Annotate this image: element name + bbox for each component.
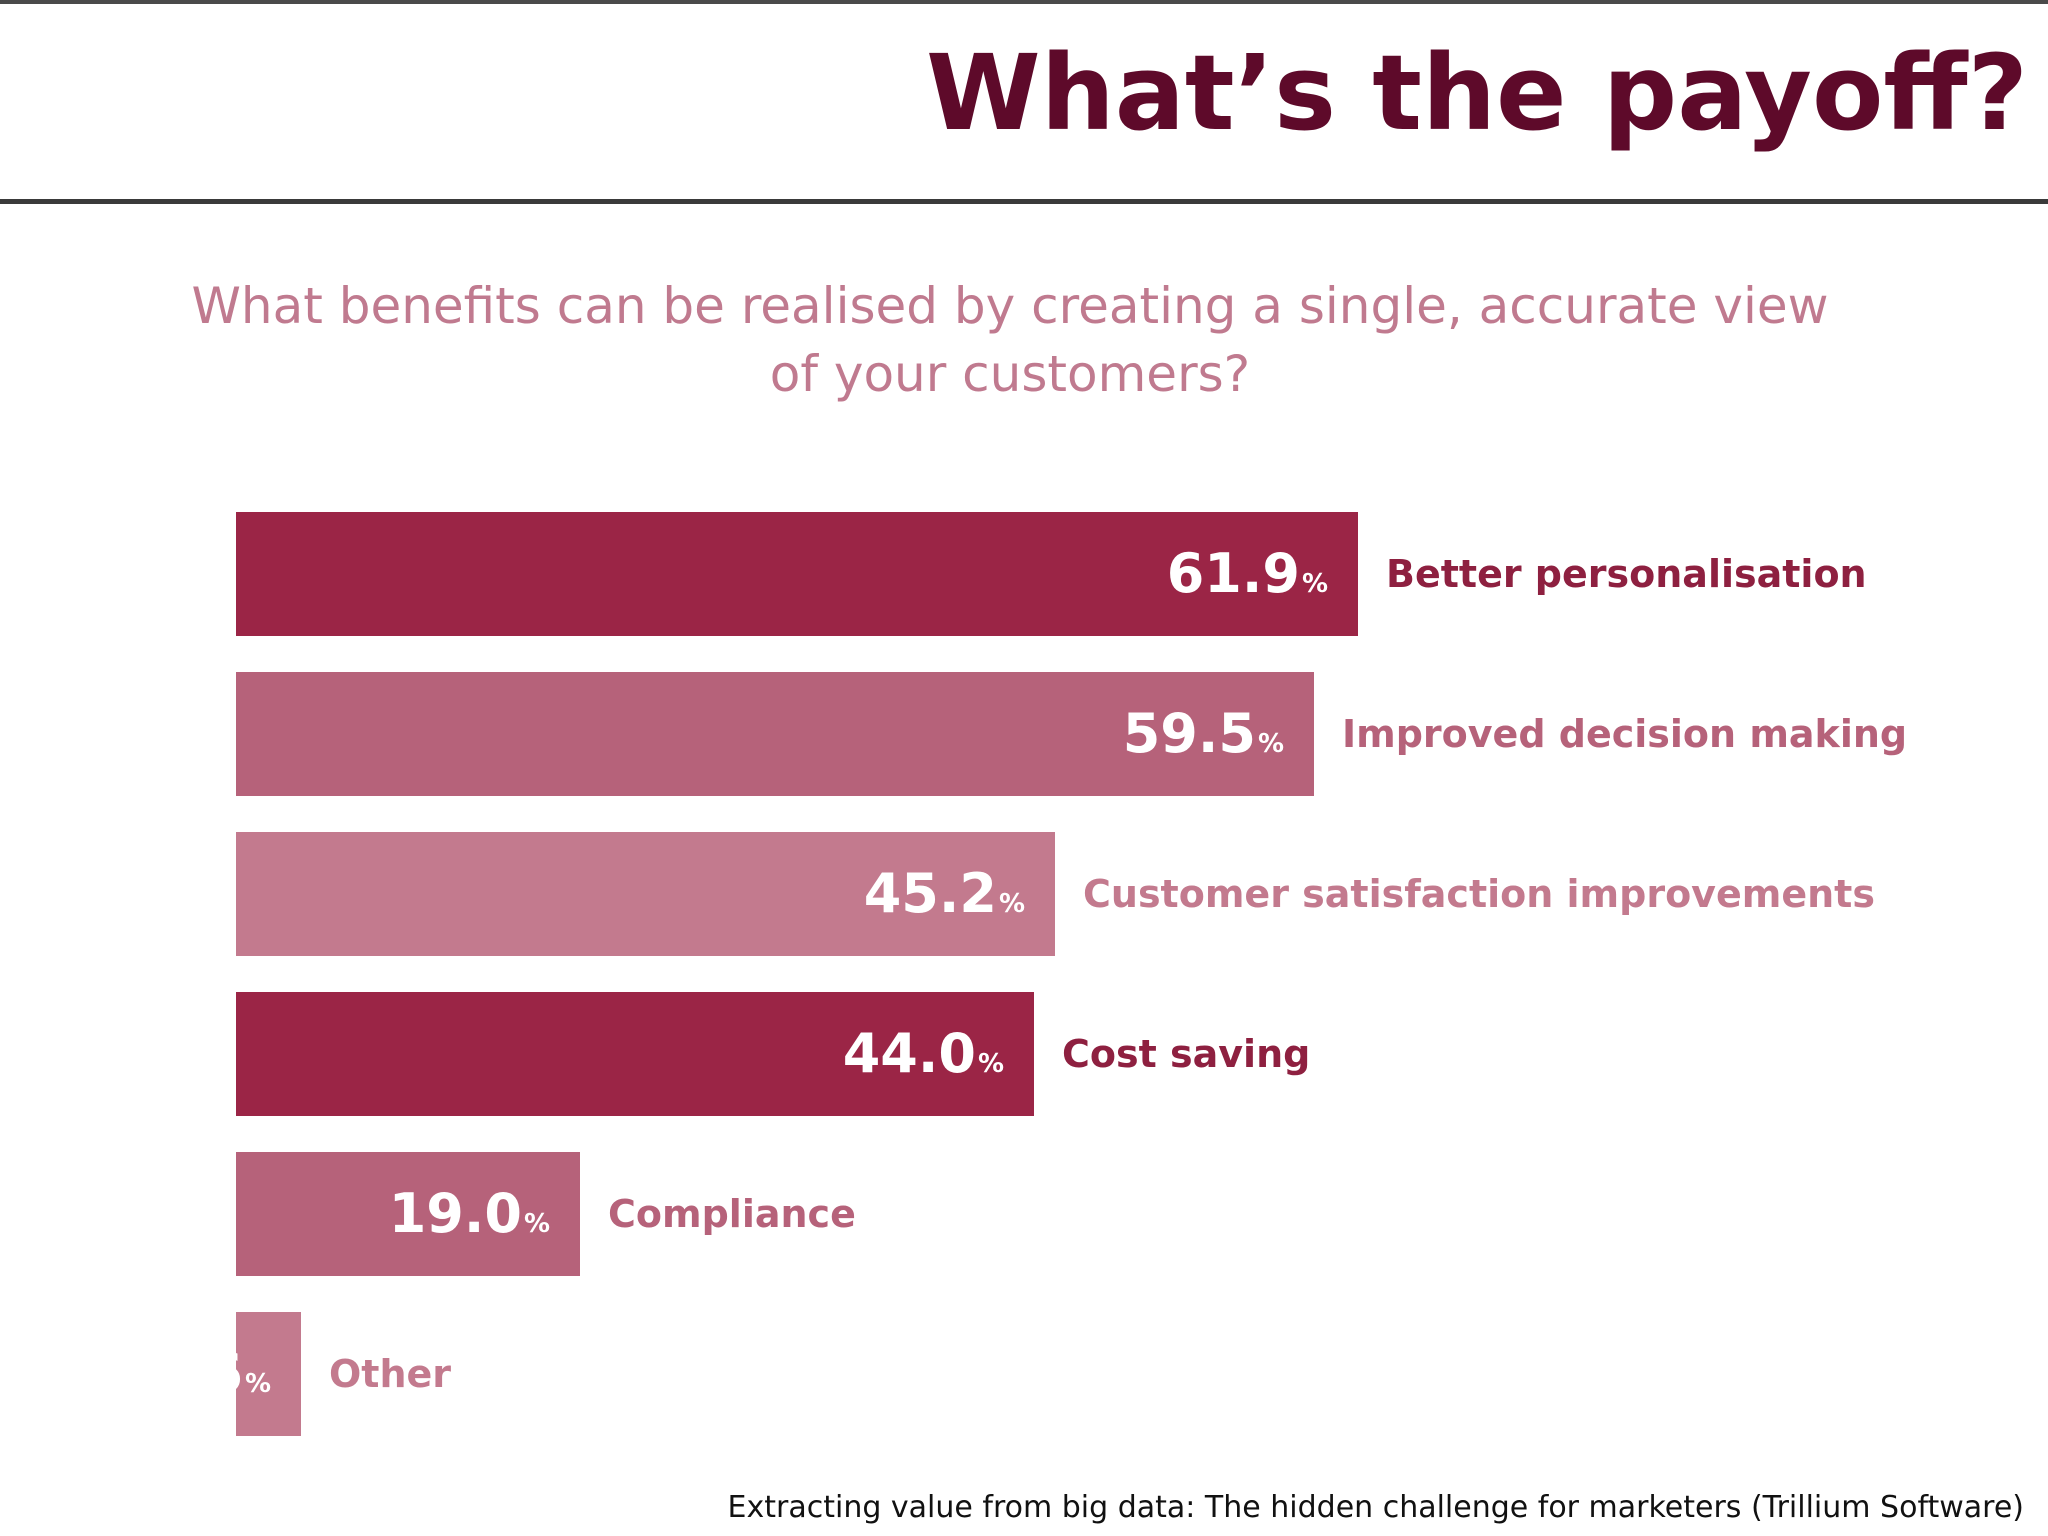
bar-value-number: 59.5 <box>1122 702 1256 765</box>
bar-value-number: 19.0 <box>388 1182 522 1245</box>
bar-value-number: 44.0 <box>842 1022 976 1085</box>
bar-value-unit: % <box>1301 569 1328 599</box>
bar-value-label: 19.0% <box>389 1182 550 1256</box>
category-label: Better personalisation <box>1386 552 1867 596</box>
bar-value-number: 61.9 <box>1166 542 1300 605</box>
slide-title: What’s the payoff? <box>925 32 2028 154</box>
top-rule <box>0 0 2048 4</box>
bar-1 <box>236 512 1358 636</box>
category-label: Improved decision making <box>1342 712 1908 756</box>
bar-5 <box>236 1152 580 1276</box>
bar-value-unit: % <box>977 1049 1004 1079</box>
category-label: Compliance <box>608 1192 856 1236</box>
bar-4 <box>236 992 1034 1116</box>
category-label: Customer satisfaction improvements <box>1083 872 1875 916</box>
category-label: Other <box>329 1352 452 1396</box>
bar-value-unit: % <box>244 1369 271 1399</box>
bar-value-unit: % <box>523 1209 550 1239</box>
bar-value-label: 3.6% <box>147 1342 271 1416</box>
bar-value-number: 45.2 <box>863 862 997 925</box>
source-citation: Extracting value from big data: The hidd… <box>727 1490 2024 1525</box>
chart-title: What benefits can be realised by creatin… <box>191 277 1829 403</box>
bar-value-number: 3.6 <box>147 1342 243 1405</box>
category-label: Cost saving <box>1062 1032 1311 1076</box>
bar-value-unit: % <box>1257 729 1284 759</box>
bar-3 <box>236 832 1055 956</box>
bar-value-label: 61.9% <box>1167 542 1328 616</box>
bar-value-label: 59.5% <box>1123 702 1284 776</box>
bar-value-label: 45.2% <box>864 862 1025 936</box>
bar-value-label: 44.0% <box>843 1022 1004 1096</box>
bar-2 <box>236 672 1314 796</box>
bar-6 <box>236 1312 301 1436</box>
title-rule <box>0 199 2048 204</box>
bar-value-unit: % <box>998 889 1025 919</box>
